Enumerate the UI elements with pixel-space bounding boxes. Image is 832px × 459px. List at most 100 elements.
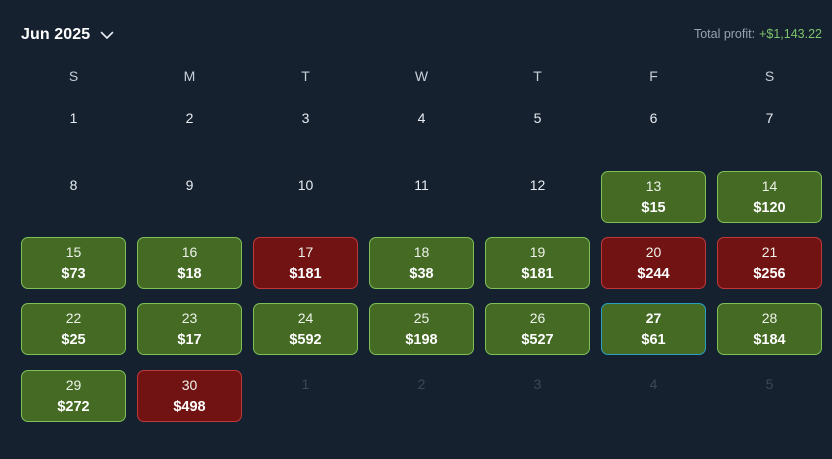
day-number: 16 xyxy=(181,244,198,260)
day-number: 4 xyxy=(417,110,426,126)
calendar-day-outside-month: 3 xyxy=(485,370,590,422)
day-number: 3 xyxy=(301,110,310,126)
chevron-down-icon xyxy=(100,31,114,39)
calendar-day[interactable]: 10 xyxy=(253,171,358,223)
day-number: 6 xyxy=(649,110,658,126)
day-number: 1 xyxy=(69,110,78,126)
day-number: 12 xyxy=(529,177,546,193)
day-number: 28 xyxy=(761,310,778,326)
day-number: 22 xyxy=(65,310,82,326)
calendar-day[interactable]: 16 $18 xyxy=(137,237,242,289)
day-number: 3 xyxy=(533,376,542,392)
day-profit-amount: $17 xyxy=(177,332,202,348)
weekday-label: F xyxy=(649,68,658,84)
day-number: 14 xyxy=(761,178,778,194)
day-number: 5 xyxy=(765,376,774,392)
total-profit-label: Total profit: xyxy=(693,27,756,41)
day-profit-amount: $25 xyxy=(61,332,86,348)
calendar-day[interactable]: 15 $73 xyxy=(21,237,126,289)
day-number: 7 xyxy=(765,110,774,126)
weekday-label: T xyxy=(533,68,542,84)
day-number: 30 xyxy=(181,377,198,393)
calendar-day[interactable]: 14 $120 xyxy=(717,171,822,223)
month-label: Jun 2025 xyxy=(21,26,91,43)
day-number: 9 xyxy=(185,177,194,193)
day-number: 25 xyxy=(413,310,430,326)
day-number: 19 xyxy=(529,244,546,260)
total-profit-value: +$1,143.22 xyxy=(759,27,822,41)
day-profit-amount: $527 xyxy=(521,332,554,348)
calendar-day-outside-month: 1 xyxy=(253,370,358,422)
day-profit-amount: $256 xyxy=(753,266,786,282)
calendar-day-today[interactable]: 27 $61 xyxy=(601,303,706,355)
day-number: 2 xyxy=(185,110,194,126)
calendar-day[interactable]: 30 $498 xyxy=(137,370,242,422)
day-number: 1 xyxy=(301,376,310,392)
day-number: 4 xyxy=(649,376,658,392)
day-number: 10 xyxy=(297,177,314,193)
day-profit-amount: $73 xyxy=(61,266,86,282)
day-profit-amount: $198 xyxy=(405,332,438,348)
day-number: 23 xyxy=(181,310,198,326)
calendar-day[interactable]: 28 $184 xyxy=(717,303,822,355)
calendar-day[interactable]: 9 xyxy=(137,171,242,223)
calendar-day[interactable]: 26 $527 xyxy=(485,303,590,355)
calendar-day[interactable]: 3 xyxy=(253,104,358,156)
calendar-day[interactable]: 11 xyxy=(369,171,474,223)
calendar-day[interactable]: 1 xyxy=(21,104,126,156)
day-number: 2 xyxy=(417,376,426,392)
calendar-day-outside-month: 5 xyxy=(717,370,822,422)
calendar-day[interactable]: 22 $25 xyxy=(21,303,126,355)
calendar-day[interactable]: 20 $244 xyxy=(601,237,706,289)
calendar-day[interactable]: 13 $15 xyxy=(601,171,706,223)
calendar-day[interactable]: 23 $17 xyxy=(137,303,242,355)
day-profit-amount: $18 xyxy=(177,266,202,282)
calendar-day-outside-month: 2 xyxy=(369,370,474,422)
calendar-day[interactable]: 12 xyxy=(485,171,590,223)
day-number: 20 xyxy=(645,244,662,260)
weekday-label: M xyxy=(183,68,196,84)
day-number: 11 xyxy=(414,177,429,193)
calendar-day[interactable]: 25 $198 xyxy=(369,303,474,355)
calendar-day[interactable]: 18 $38 xyxy=(369,237,474,289)
weekday-label: T xyxy=(301,68,310,84)
day-number: 24 xyxy=(297,310,314,326)
calendar-day[interactable]: 21 $256 xyxy=(717,237,822,289)
day-profit-amount: $181 xyxy=(289,266,322,282)
weekday-header-row: S M T W T F S xyxy=(15,68,829,88)
calendar-day[interactable]: 6 xyxy=(601,104,706,156)
day-number: 15 xyxy=(65,244,82,260)
day-number: 27 xyxy=(645,310,662,326)
calendar-day[interactable]: 4 xyxy=(369,104,474,156)
day-profit-amount: $61 xyxy=(641,332,666,348)
weekday-label: S xyxy=(764,68,775,84)
calendar-day[interactable]: 19 $181 xyxy=(485,237,590,289)
calendar-day[interactable]: 2 xyxy=(137,104,242,156)
day-number: 5 xyxy=(533,110,542,126)
calendar-day[interactable]: 29 $272 xyxy=(21,370,126,422)
weekday-label: S xyxy=(68,68,79,84)
calendar-day[interactable]: 7 xyxy=(717,104,822,156)
month-selector[interactable]: Jun 2025 xyxy=(21,24,114,46)
day-number: 29 xyxy=(65,377,82,393)
day-profit-amount: $272 xyxy=(57,399,90,415)
day-profit-amount: $181 xyxy=(521,266,554,282)
day-number: 17 xyxy=(297,244,314,260)
calendar-day[interactable]: 8 xyxy=(21,171,126,223)
day-profit-amount: $244 xyxy=(637,266,670,282)
day-profit-amount: $184 xyxy=(753,332,786,348)
day-profit-amount: $592 xyxy=(289,332,322,348)
calendar-day-outside-month: 4 xyxy=(601,370,706,422)
day-number: 26 xyxy=(529,310,546,326)
day-profit-amount: $498 xyxy=(173,399,206,415)
day-number: 13 xyxy=(645,178,662,194)
weekday-label: W xyxy=(414,68,429,84)
calendar-day[interactable]: 17 $181 xyxy=(253,237,358,289)
calendar-day[interactable]: 24 $592 xyxy=(253,303,358,355)
day-profit-amount: $120 xyxy=(753,200,786,216)
day-number: 21 xyxy=(761,244,778,260)
day-number: 18 xyxy=(413,244,430,260)
day-number: 8 xyxy=(69,177,78,193)
calendar-day[interactable]: 5 xyxy=(485,104,590,156)
